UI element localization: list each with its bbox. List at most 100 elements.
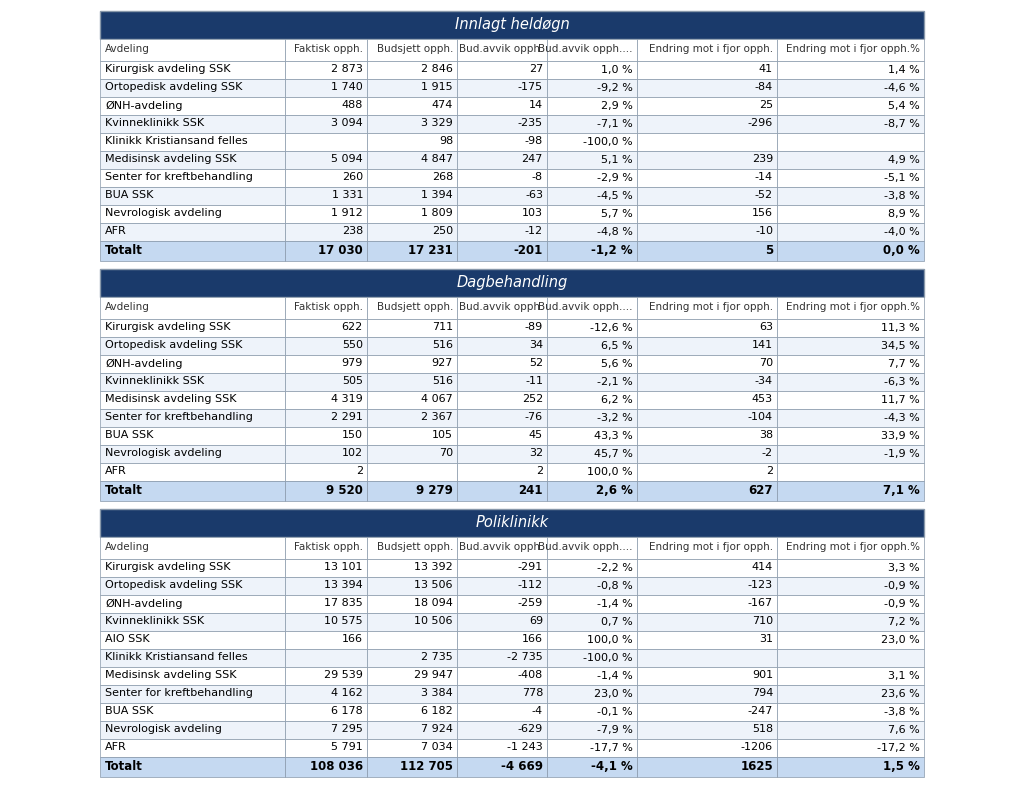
Bar [777,408,924,427]
Text: Ortopedisk avdeling SSK: Ortopedisk avdeling SSK [105,341,243,350]
Bar [637,559,777,577]
Text: -291: -291 [518,563,543,572]
Bar [457,241,547,260]
Text: Totalt: Totalt [105,484,143,497]
Bar [367,319,457,337]
Bar [100,150,285,168]
Bar [100,61,285,79]
Text: 901: 901 [752,671,773,681]
Text: 260: 260 [342,172,362,183]
Text: -4,6 %: -4,6 % [885,83,920,93]
Text: 103: 103 [522,209,543,219]
Text: 102: 102 [342,449,362,459]
Bar [285,481,367,501]
Text: -17,7 %: -17,7 % [590,742,633,752]
Bar [637,427,777,445]
Text: -2,1 %: -2,1 % [597,376,633,386]
Text: 5: 5 [765,244,773,257]
Bar [547,372,637,390]
Text: -12: -12 [525,227,543,237]
Bar [547,648,637,667]
Text: Kirurgisk avdeling SSK: Kirurgisk avdeling SSK [105,65,230,75]
Text: -4,5 %: -4,5 % [597,190,633,201]
Text: 4,9 %: 4,9 % [888,154,920,164]
Bar [637,390,777,408]
Bar [777,703,924,721]
Text: 2,6 %: 2,6 % [596,484,633,497]
Bar [637,577,777,594]
Text: 1,0 %: 1,0 % [601,65,633,75]
Bar [100,268,924,297]
Text: 34,5 %: 34,5 % [882,341,920,350]
Bar [367,390,457,408]
Bar [285,648,367,667]
Bar [457,187,547,205]
Bar [100,756,285,777]
Bar [777,427,924,445]
Bar [285,372,367,390]
Bar [637,150,777,168]
Text: Avdeling: Avdeling [105,542,150,552]
Text: -12,6 %: -12,6 % [590,323,633,332]
Text: 10 575: 10 575 [325,616,362,626]
Bar [777,481,924,501]
Text: -1,4 %: -1,4 % [597,598,633,608]
Bar [777,372,924,390]
Text: 5 791: 5 791 [331,742,362,752]
Bar [637,408,777,427]
Bar [100,594,285,612]
Bar [100,241,285,260]
Bar [637,537,777,559]
Text: Dagbehandling: Dagbehandling [457,275,567,290]
Text: Budsjett opph.: Budsjett opph. [377,542,453,552]
Bar [637,685,777,703]
Bar [777,61,924,79]
Text: -0,8 %: -0,8 % [597,581,633,590]
Bar [367,559,457,577]
Bar [637,630,777,648]
Text: 166: 166 [522,634,543,645]
Bar [457,205,547,223]
Bar [100,667,285,685]
Bar [100,187,285,205]
Text: 622: 622 [342,323,362,332]
Bar [547,79,637,97]
Bar [637,223,777,241]
Bar [285,390,367,408]
Bar [637,168,777,187]
Bar [777,223,924,241]
Text: 29 947: 29 947 [414,671,453,681]
Text: -123: -123 [748,581,773,590]
Bar [777,187,924,205]
Bar [100,319,285,337]
Text: -201: -201 [514,244,543,257]
Bar [637,648,777,667]
Text: -52: -52 [755,190,773,201]
Bar [285,537,367,559]
Text: 1 809: 1 809 [421,209,453,219]
Text: 1 394: 1 394 [421,190,453,201]
Bar [547,337,637,354]
Bar [285,205,367,223]
Bar [457,537,547,559]
Bar [457,61,547,79]
Text: 6 182: 6 182 [421,707,453,716]
Text: -100,0 %: -100,0 % [584,652,633,663]
Bar [285,337,367,354]
Text: 5,6 %: 5,6 % [601,359,633,368]
Bar [457,79,547,97]
Text: -8,7 %: -8,7 % [884,119,920,128]
Text: -7,9 %: -7,9 % [597,725,633,734]
Text: 150: 150 [342,430,362,441]
Text: 98: 98 [438,136,453,146]
Bar [547,61,637,79]
Text: Klinikk Kristiansand felles: Klinikk Kristiansand felles [105,136,248,146]
Bar [100,445,285,463]
Text: AFR: AFR [105,467,127,476]
Bar [547,241,637,260]
Text: -1 243: -1 243 [507,742,543,752]
Bar [285,445,367,463]
Bar [285,408,367,427]
Text: Medisinsk avdeling SSK: Medisinsk avdeling SSK [105,394,237,405]
Bar [777,463,924,481]
